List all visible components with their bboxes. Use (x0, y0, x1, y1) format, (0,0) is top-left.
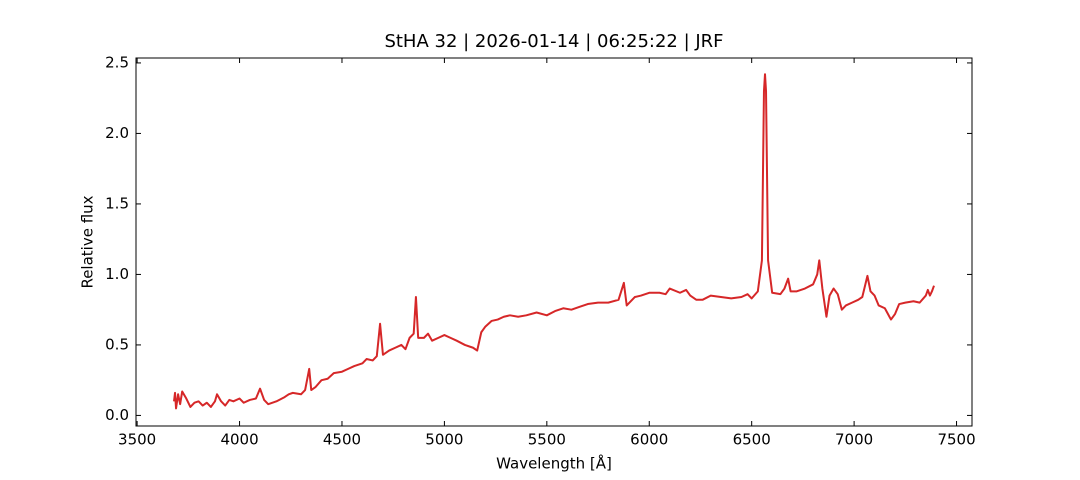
y-tick-label: 2.0 (105, 124, 129, 142)
y-tick-label: 0.0 (105, 406, 129, 424)
y-tick-label: 1.0 (105, 265, 129, 283)
y-tick-label: 2.5 (105, 53, 129, 71)
y-axis-label: Relative flux (79, 195, 97, 288)
y-tick-label: 1.5 (105, 194, 129, 212)
x-tick-label: 7500 (937, 431, 975, 449)
x-tick-label: 3500 (118, 431, 156, 449)
x-axis-label: Wavelength [Å] (496, 454, 612, 473)
x-tick-label: 5500 (528, 431, 566, 449)
y-tick-label: 0.5 (105, 335, 129, 353)
plot-frame (135, 57, 973, 427)
x-tick-label: 4000 (220, 431, 258, 449)
chart-title: StHA 32 | 2026-01-14 | 06:25:22 | JRF (384, 31, 723, 52)
x-tick-label: 4500 (323, 431, 361, 449)
spectrum-line (173, 73, 935, 410)
x-tick-label: 7000 (835, 431, 873, 449)
x-tick-label: 6000 (630, 431, 668, 449)
x-tick-label: 5000 (425, 431, 463, 449)
x-tick-label: 6500 (733, 431, 771, 449)
